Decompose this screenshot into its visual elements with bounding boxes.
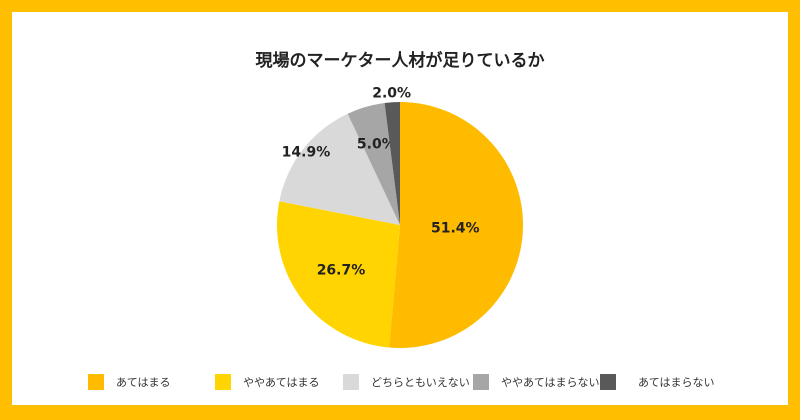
data-label-3: 14.9% [282, 145, 331, 161]
legend-swatch [343, 374, 359, 390]
pie-slice-3 [279, 113, 400, 225]
legend: あてはまる ややあてはまる どちらともいえない ややあてはまらない あてはまらない [0, 374, 800, 398]
legend-label: どちらともいえない [371, 376, 470, 389]
legend-item: あてはまる [88, 374, 171, 390]
chart-title: 現場のマーケター人材が足りているか [255, 51, 545, 71]
legend-label: あてはまらない [638, 376, 715, 389]
pie-slice-5 [384, 102, 400, 225]
legend-label: ややあてはまらない [501, 376, 600, 389]
legend-label: ややあてはまる [243, 376, 320, 389]
data-label-5: 2.0% [372, 85, 411, 101]
legend-swatch [473, 374, 489, 390]
legend-item: あてはまらない [600, 374, 715, 390]
pie-slice-2 [277, 201, 400, 348]
legend-label: あてはまる [116, 376, 171, 389]
legend-item: ややあてはまる [215, 374, 320, 390]
data-label-2: 26.7% [317, 262, 366, 278]
legend-swatch [600, 374, 616, 390]
pie-slice-4 [347, 102, 400, 225]
pie-slice-1 [389, 102, 523, 348]
data-label-4: 5.0% [357, 136, 396, 152]
legend-swatch [88, 374, 104, 390]
data-label-1: 51.4% [431, 220, 480, 236]
legend-item: ややあてはまらない [473, 374, 600, 390]
legend-swatch [215, 374, 231, 390]
legend-item: どちらともいえない [343, 374, 470, 390]
